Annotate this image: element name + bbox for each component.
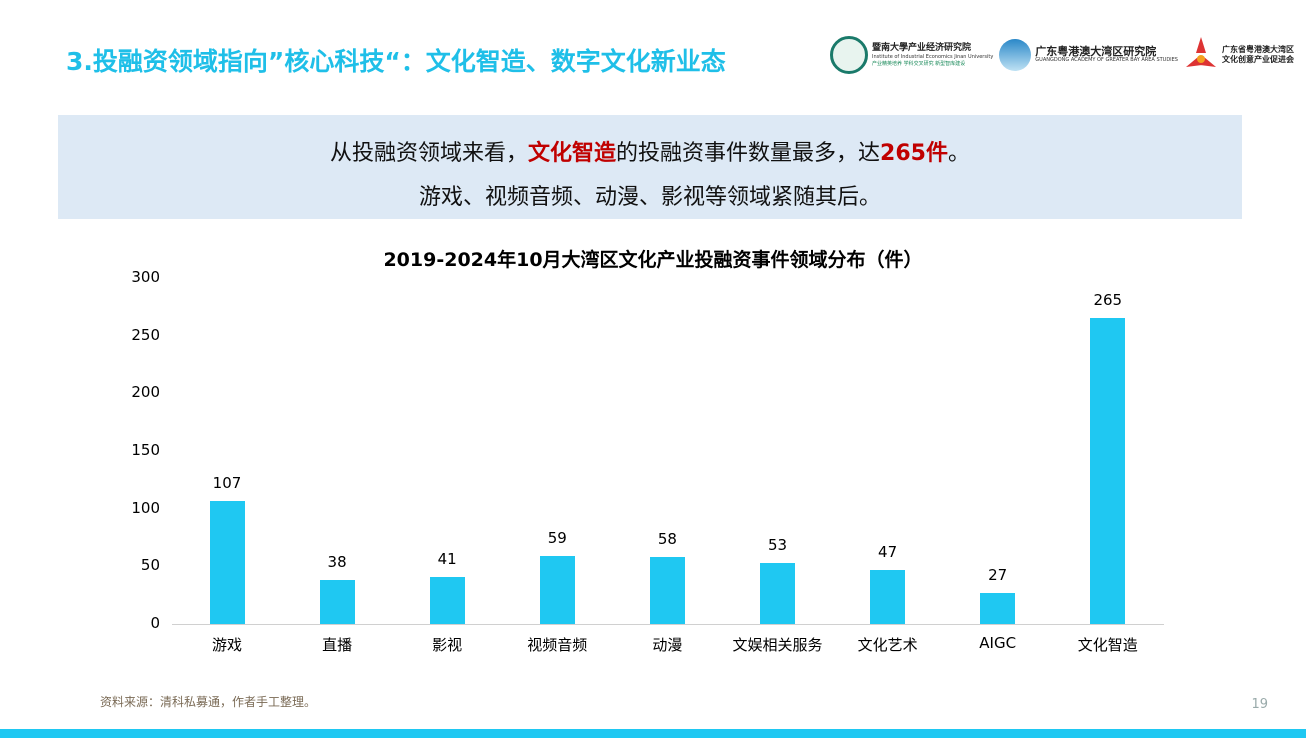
x-tick-label: 文化艺术: [857, 636, 918, 654]
chart-title: 2019-2024年10月大湾区文化产业投融资事件领域分布（件）: [383, 249, 923, 271]
bar: [1090, 318, 1126, 624]
source-note: 资料来源：清科私募通，作者手工整理。: [100, 695, 317, 709]
x-tick-label: 文娱相关服务: [732, 636, 823, 654]
gba-logo: 广东粤港澳大湾区研究院 GUANGDONG ACADEMY OF GREATER…: [999, 39, 1178, 71]
bar: [980, 592, 1016, 624]
logos: 暨南大學产业经济研究院 Institute of Industrial Econ…: [830, 30, 1294, 80]
data-label: 265: [1093, 291, 1123, 310]
gba-en: GUANGDONG ACADEMY OF GREATER BAY AREA ST…: [1035, 57, 1178, 63]
summary-text: 的投融资事件数量最多，达: [616, 141, 881, 166]
x-tick-label: 视频音频: [527, 636, 588, 654]
data-label: 47: [878, 542, 898, 561]
assoc-emblem-icon: [1185, 37, 1216, 67]
jnu-slogan: 产业精英培养 学科交叉研究 新型智库建设: [872, 60, 966, 67]
y-tick-label: 0: [150, 614, 160, 632]
summary-line2: 游戏、视频音频、动漫、影视等领域紧随其后。: [418, 185, 881, 210]
summary-text: 从投融资领域来看，: [330, 141, 529, 166]
data-label: 41: [437, 549, 457, 568]
page-number: 19: [1251, 697, 1268, 712]
assoc-logo: 广东省粤港澳大湾区 文化创意产业促进会: [1184, 35, 1294, 75]
bar: [649, 557, 685, 624]
bottom-bar: [0, 729, 1306, 738]
data-label: 53: [767, 535, 788, 554]
bar: [760, 562, 795, 624]
assoc-line2: 文化创意产业促进会: [1221, 55, 1294, 64]
data-label: 27: [988, 565, 1008, 584]
data-label: 59: [547, 528, 567, 547]
data-label: 107: [212, 473, 242, 492]
x-tick-label: 文化智造: [1077, 636, 1138, 654]
x-tick-label: AIGC: [979, 634, 1017, 652]
bar: [429, 576, 465, 624]
data-label: 38: [327, 553, 347, 572]
y-tick-label: 100: [131, 498, 160, 517]
summary-box: 从投融资领域来看，文化智造的投融资事件数量最多，达265件。 游戏、视频音频、动…: [58, 115, 1242, 219]
globe-icon: [999, 39, 1032, 71]
y-tick-label: 250: [131, 325, 160, 344]
bar: [870, 569, 906, 624]
summary-text: 。: [947, 141, 970, 166]
assoc-line1: 广东省粤港澳大湾区: [1221, 45, 1294, 54]
jnu-name: 暨南大學产业经济研究院: [872, 42, 972, 53]
jnu-en: Institute of Industrial Economics Jinan …: [872, 53, 994, 60]
y-tick-label: 150: [131, 441, 160, 459]
y-tick-label: 200: [131, 383, 160, 402]
bar: [539, 555, 575, 624]
slide-title: 3.投融资领域指向”核心科技“：文化智造、数字文化新业态: [66, 47, 726, 76]
data-label: 58: [657, 530, 677, 549]
x-tick-label: 动漫: [652, 636, 683, 654]
summary-highlight: 文化智造: [528, 141, 617, 166]
x-tick-label: 影视: [432, 636, 463, 654]
bar: [209, 500, 245, 624]
y-tick-label: 50: [140, 556, 160, 575]
x-axis-line: [172, 624, 1164, 625]
x-tick-label: 直播: [322, 636, 353, 654]
jnu-seal-icon: [830, 36, 868, 74]
bar: [319, 580, 355, 624]
x-tick-label: 游戏: [211, 636, 242, 654]
summary-highlight-count: 265件: [880, 141, 948, 166]
jnu-logo: 暨南大學产业经济研究院 Institute of Industrial Econ…: [830, 36, 993, 74]
y-tick-label: 300: [131, 268, 160, 286]
gba-name: 广东粤港澳大湾区研究院: [1035, 45, 1157, 58]
